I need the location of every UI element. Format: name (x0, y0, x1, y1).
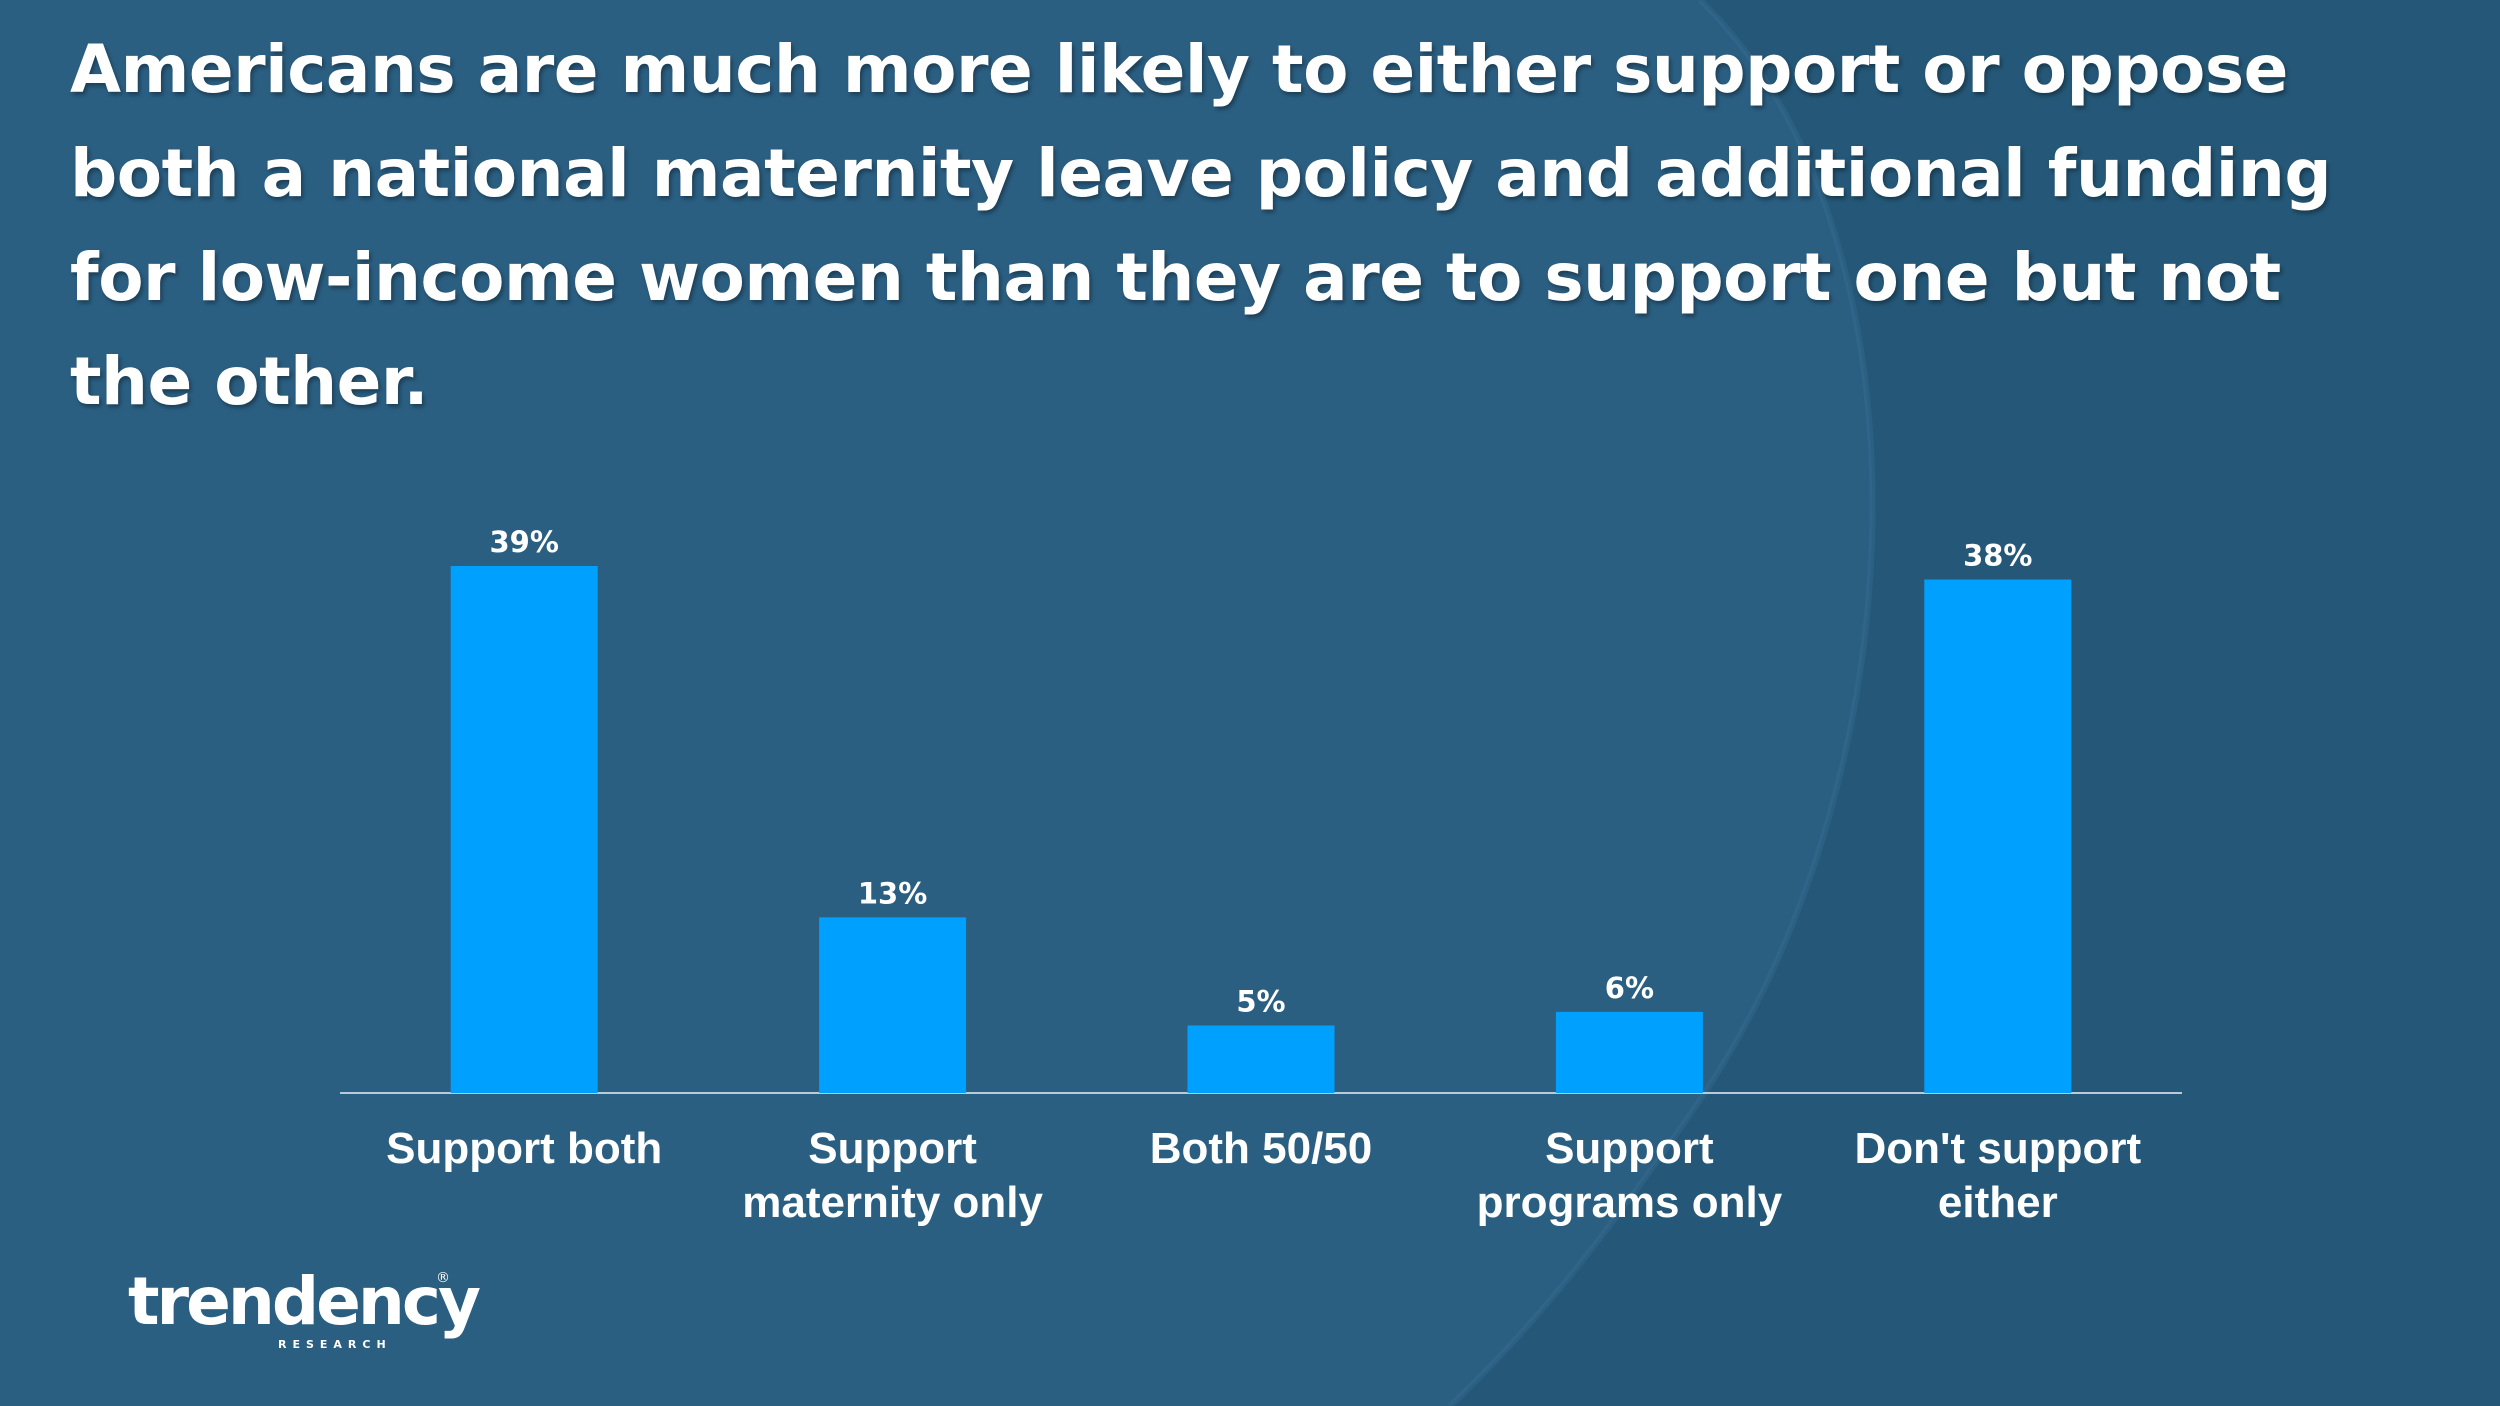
trendency-logo: trendency ® RESEARCH (128, 1262, 481, 1352)
bar-1 (819, 917, 967, 1093)
category-label-4: Don't support either (1854, 1124, 2141, 1227)
bar-3 (1555, 1011, 1703, 1093)
bar-value-label-3: 6% (1605, 971, 1654, 1005)
category-label-1: Support maternity only (742, 1124, 1043, 1227)
category-labels-group: Support both Support maternity only Both 50… (386, 1124, 2141, 1227)
category-label-0: Support both (386, 1124, 662, 1173)
bar-4 (1924, 579, 2072, 1093)
logo-tagline: RESEARCH (278, 1338, 392, 1351)
bars-group (450, 566, 2072, 1093)
bar-value-label-4: 38% (1963, 539, 2032, 573)
category-label-3: Support programs only (1477, 1124, 1783, 1227)
bar-0 (450, 566, 598, 1093)
bar-value-label-2: 5% (1236, 984, 1285, 1018)
logo-registered-mark: ® (436, 1270, 450, 1286)
bar-value-label-1: 13% (858, 876, 927, 910)
category-label-2: Both 50/50 (1150, 1124, 1373, 1173)
bar-value-label-0: 39% (489, 525, 558, 559)
value-labels-group: 39% 13% 5% 6% 38% (489, 525, 2032, 1018)
logo-wordmark: trendency (128, 1263, 481, 1340)
bar-2 (1187, 1025, 1335, 1093)
slide-title: Americans are much more likely to either… (70, 31, 2332, 420)
